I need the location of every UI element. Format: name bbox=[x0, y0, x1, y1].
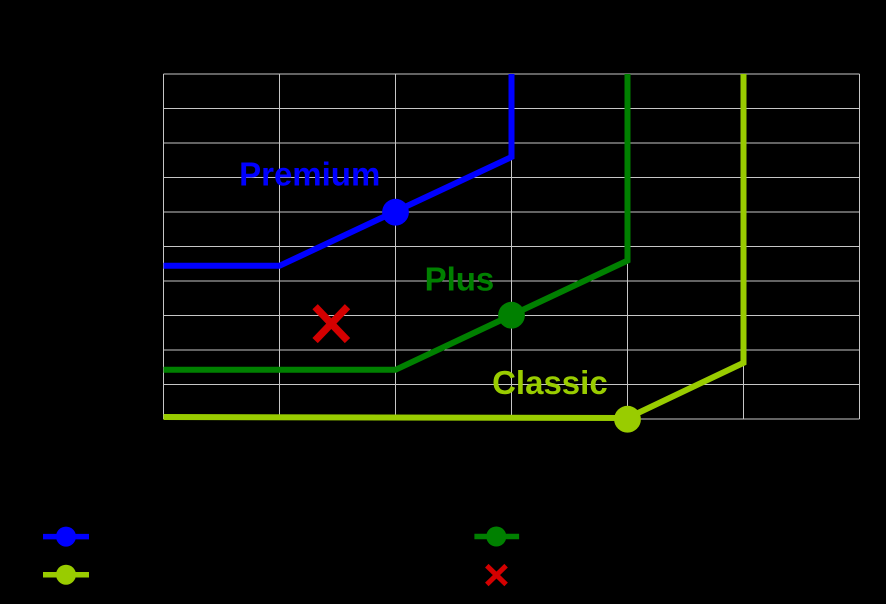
svg-text:Premium: Premium bbox=[239, 156, 380, 193]
svg-text:Classic: Classic bbox=[492, 364, 608, 401]
svg-text:Plus: Plus bbox=[425, 261, 495, 298]
